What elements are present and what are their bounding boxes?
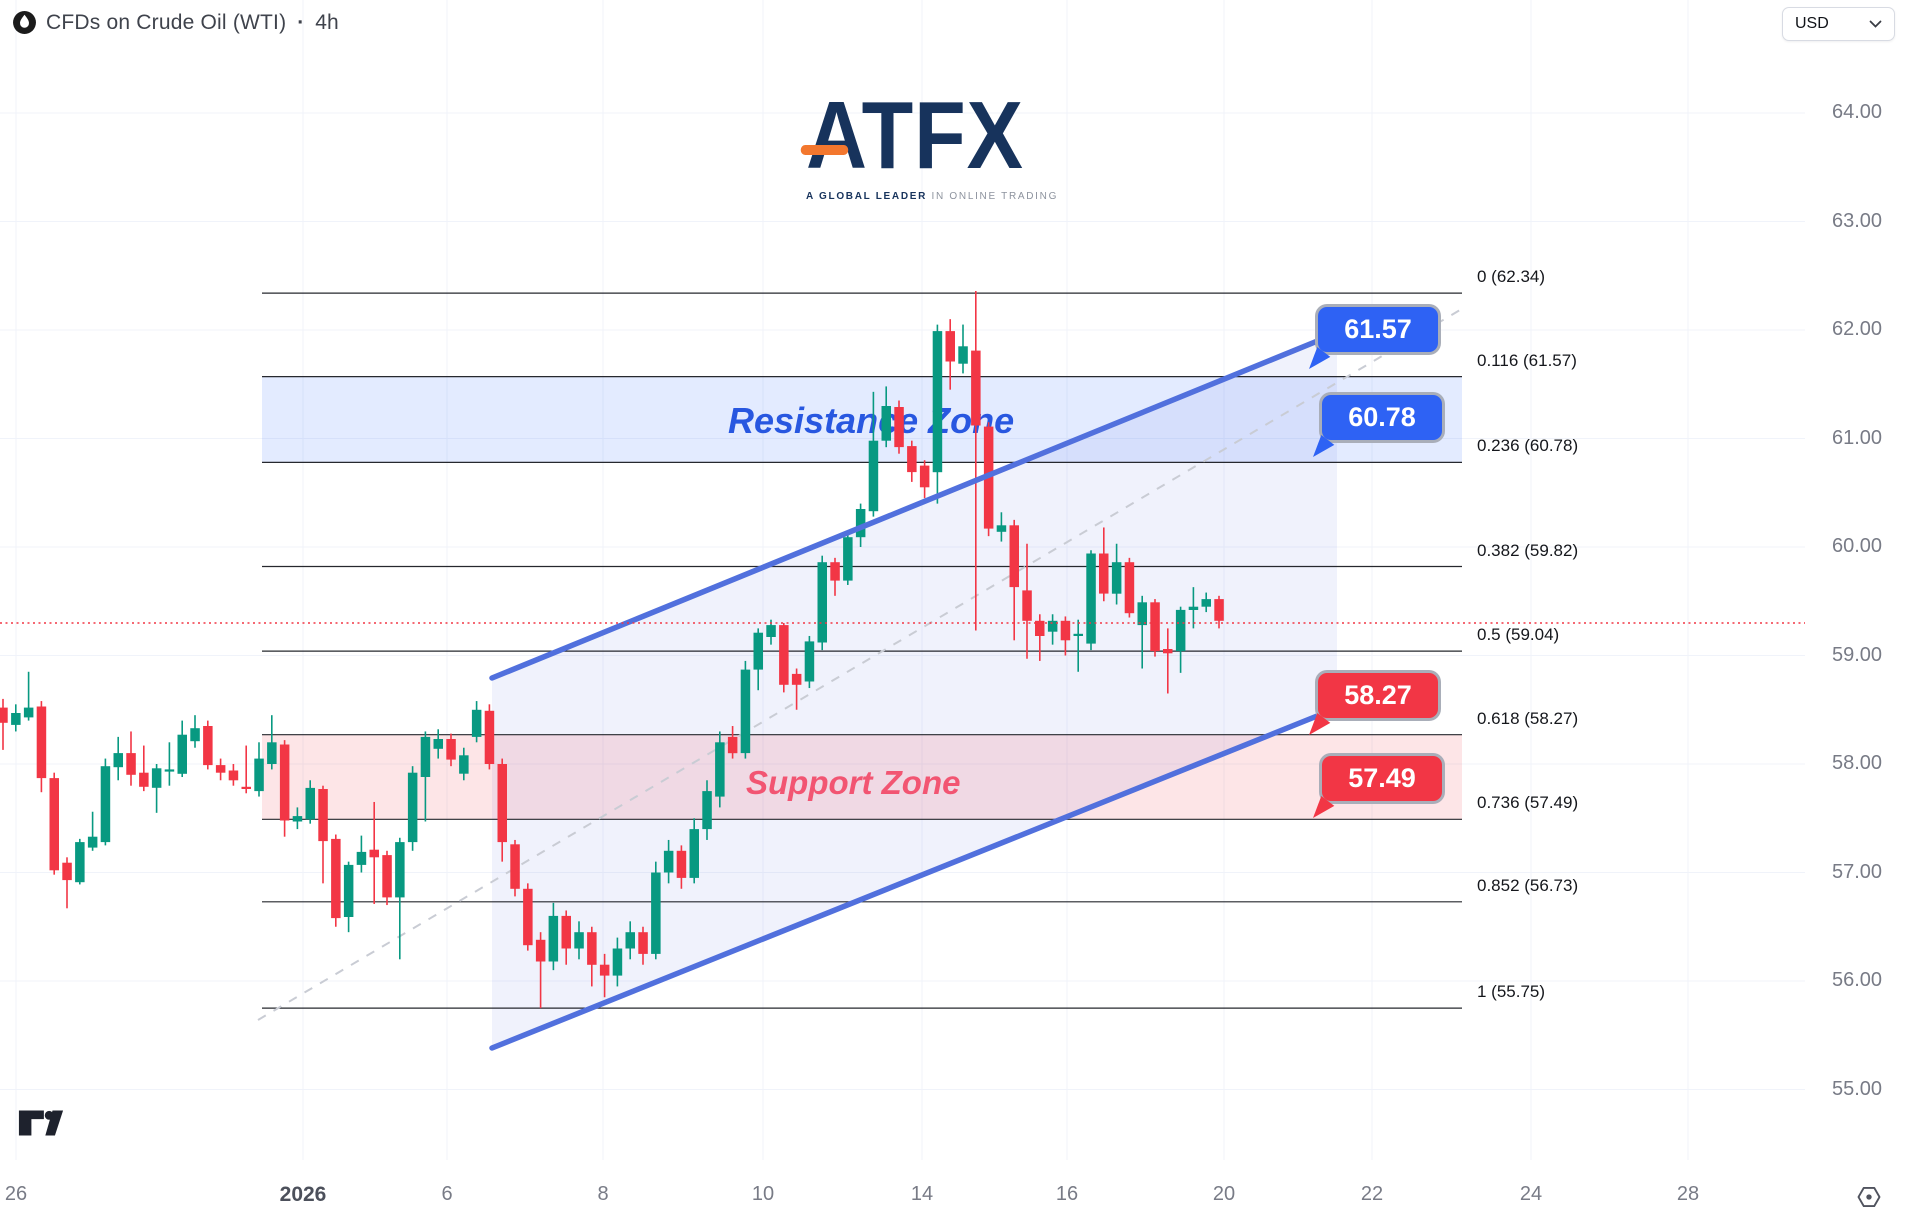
settings-gear-icon[interactable] <box>1855 1183 1883 1211</box>
symbol-title[interactable]: CFDs on Crude Oil (WTI) <box>46 10 287 34</box>
support-zone-label: Support Zone <box>746 764 961 801</box>
chevron-down-icon <box>1869 20 1882 28</box>
currency-dropdown[interactable]: USD <box>1782 7 1895 41</box>
atfx-logo: ATFX <box>800 88 1052 184</box>
atfx-watermark: ATFX A GLOBAL LEADER IN ONLINE TRADING <box>800 88 1086 202</box>
oil-drop-icon <box>13 11 36 34</box>
channel-lower-line <box>489 705 1340 1051</box>
atfx-tagline-rest: IN ONLINE TRADING <box>927 191 1059 202</box>
channel-upper-line <box>489 330 1340 681</box>
atfx-logo-orange-dash-icon <box>800 145 849 155</box>
symbol-header: CFDs on Crude Oil (WTI) · 4h <box>12 10 339 35</box>
atfx-tagline: A GLOBAL LEADER IN ONLINE TRADING <box>806 191 1086 202</box>
resistance-zone-label: Resistance Zone <box>728 400 1015 441</box>
tradingview-logo[interactable] <box>17 1108 65 1138</box>
candles-layer <box>0 290 1224 1009</box>
title-separator: · <box>297 10 305 34</box>
timeframe-label[interactable]: 4h <box>315 10 339 34</box>
atfx-logo-text: ATFX <box>806 82 1024 189</box>
currency-dropdown-value: USD <box>1795 15 1829 32</box>
atfx-tagline-bold: A GLOBAL LEADER <box>806 191 928 202</box>
